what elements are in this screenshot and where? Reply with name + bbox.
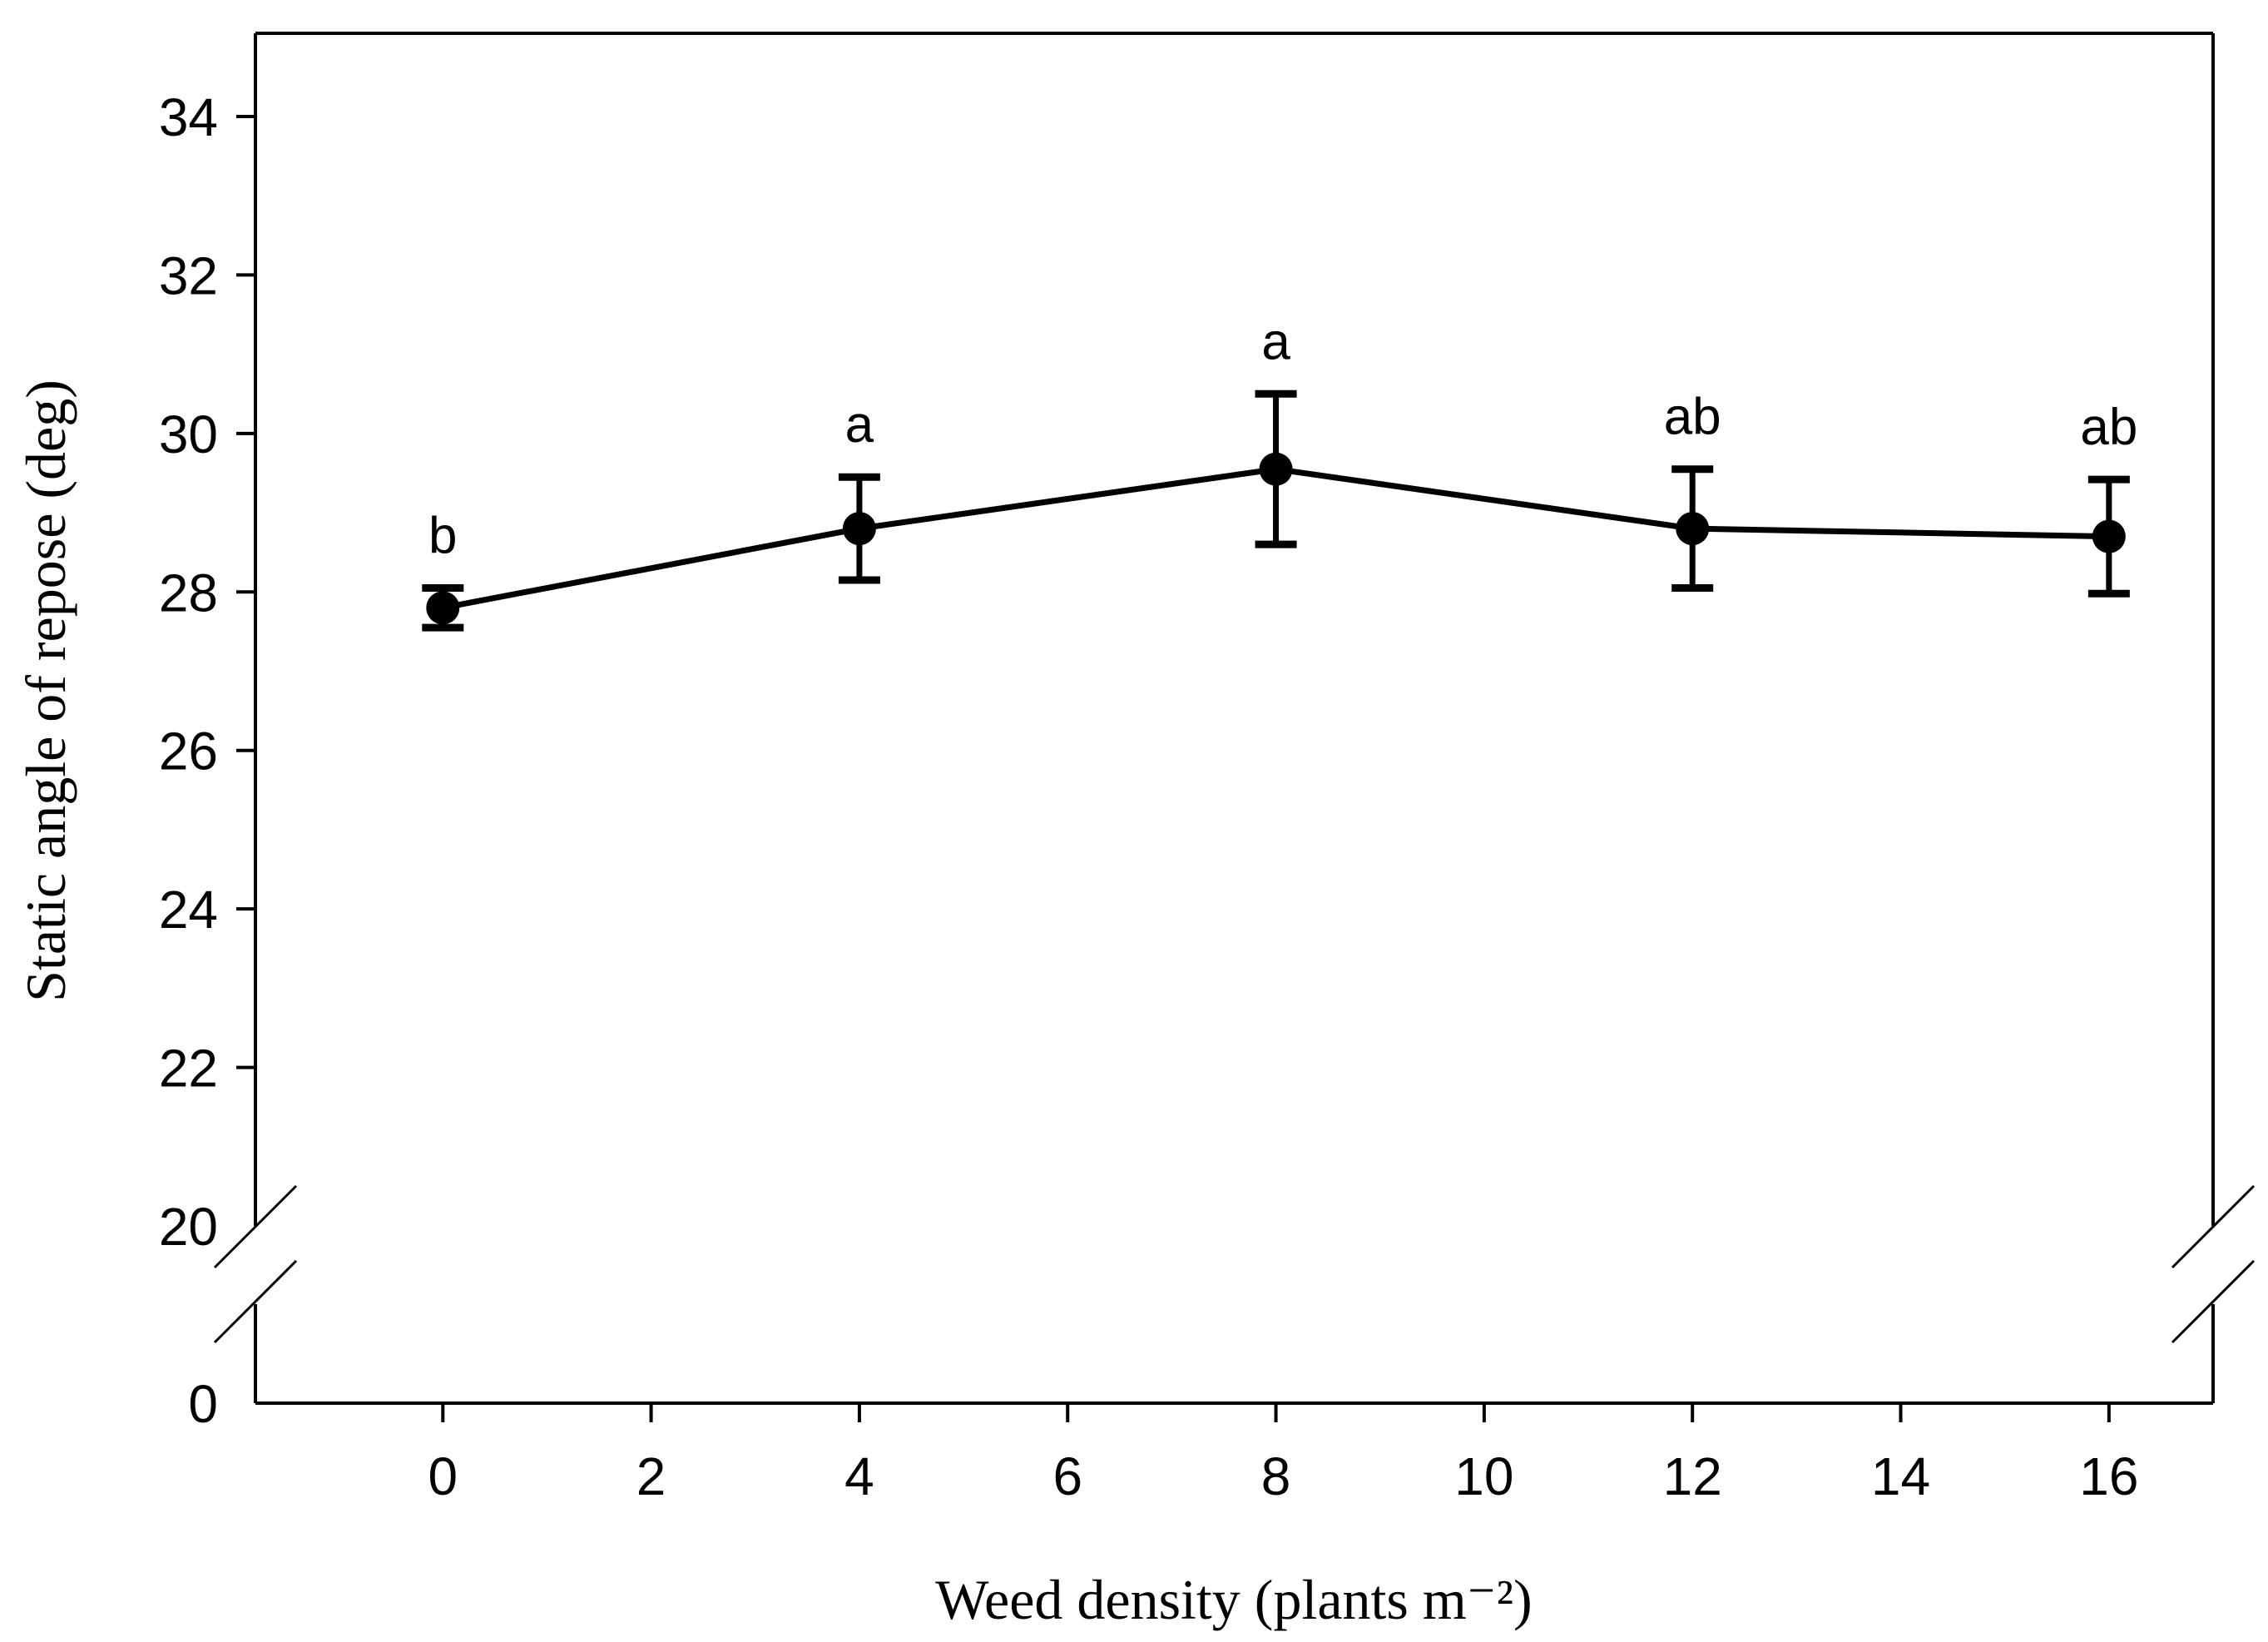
axis-break-slash-right-lower — [2171, 1259, 2256, 1344]
sig-letter: ab — [2080, 399, 2137, 456]
y-tick-label-20: 20 — [159, 1197, 218, 1257]
y-tick-label-28: 28 — [159, 563, 218, 623]
x-tick-label-2: 2 — [636, 1446, 666, 1506]
y-tick-label-30: 30 — [159, 404, 218, 464]
y-tick-label-32: 32 — [159, 246, 218, 305]
x-tick-label-0: 0 — [428, 1446, 458, 1506]
data-point-marker — [1259, 452, 1293, 486]
axis-break-slash-left-upper — [213, 1184, 298, 1269]
axis-break-slash-left-lower — [213, 1259, 298, 1344]
x-tick-label-12: 12 — [1663, 1446, 1722, 1506]
y-tick-label-24: 24 — [159, 880, 218, 940]
y-tick-label-26: 26 — [159, 722, 218, 781]
x-tick-label-14: 14 — [1871, 1446, 1930, 1506]
y-tick-label-22: 22 — [159, 1039, 218, 1099]
sig-letter: ab — [1664, 389, 1721, 446]
data-point-marker — [1676, 512, 1710, 546]
x-tick-label-4: 4 — [844, 1446, 874, 1506]
data-point-marker — [426, 591, 460, 625]
y-tick-label-0: 0 — [188, 1374, 218, 1434]
sig-letter: a — [1261, 313, 1290, 370]
sig-letter: a — [845, 396, 874, 454]
data-point-marker — [2092, 519, 2126, 553]
data-point-marker — [842, 512, 876, 546]
x-tick-label-8: 8 — [1261, 1446, 1291, 1506]
x-tick-label-16: 16 — [2079, 1446, 2138, 1506]
x-axis-title: Weed density (plants m⁻²) — [935, 1568, 1532, 1631]
x-tick-label-6: 6 — [1052, 1446, 1082, 1506]
axis-break-slash-right-upper — [2171, 1184, 2256, 1269]
y-axis-title: Static angle of repose (deg) — [14, 379, 77, 1002]
sig-letter: b — [428, 508, 457, 565]
y-tick-label-34: 34 — [159, 87, 218, 147]
x-tick-label-10: 10 — [1454, 1446, 1513, 1506]
